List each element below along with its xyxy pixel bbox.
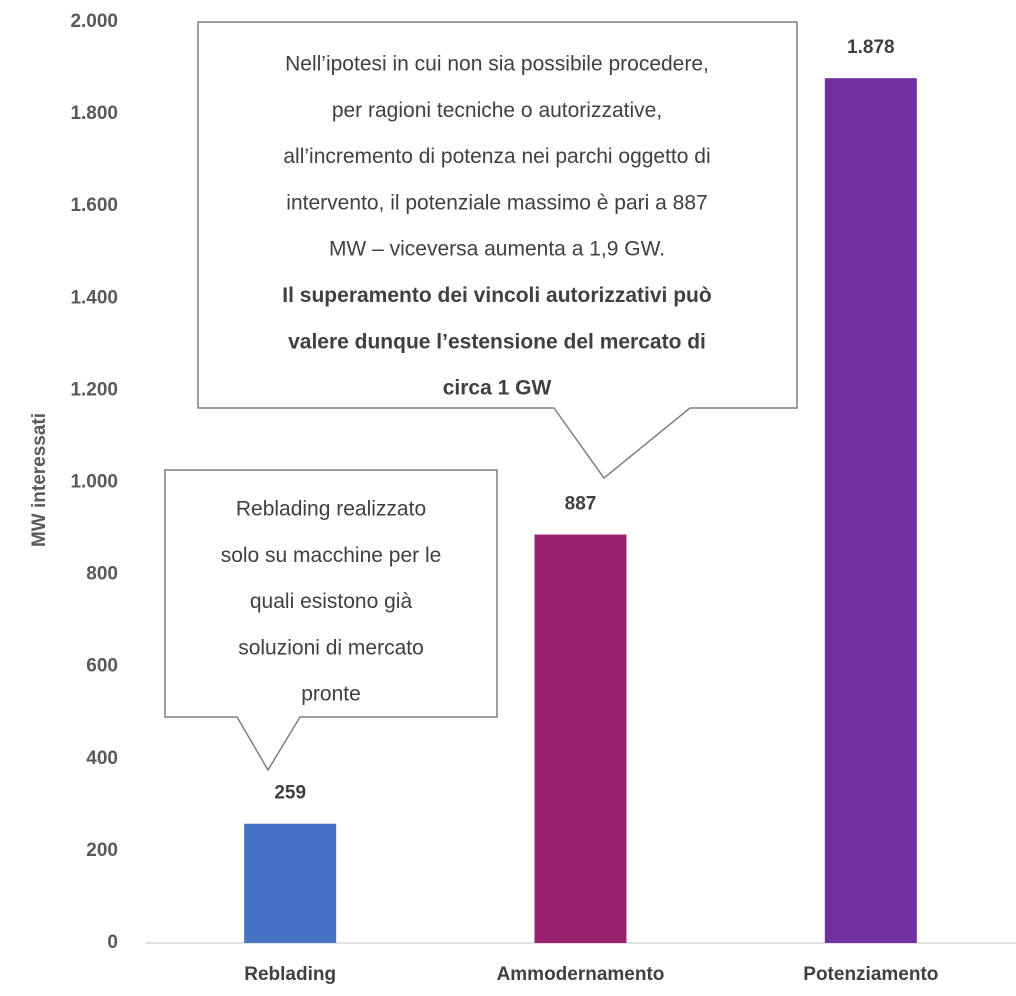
annotation-line: pronte — [301, 683, 361, 706]
annotation-line: intervento, il potenziale massimo è pari… — [286, 191, 707, 214]
annotation-line: quali esistono già — [250, 590, 413, 613]
data-label: 887 — [565, 494, 597, 515]
x-tick-label: Reblading — [244, 964, 336, 985]
y-tick-label: 0 — [107, 932, 118, 953]
y-tick-label: 200 — [86, 840, 118, 861]
x-tick-label: Ammodernamento — [497, 964, 665, 985]
annotation-line: Reblading realizzato — [236, 498, 426, 521]
y-tick-label: 1.800 — [70, 103, 118, 124]
annotation-bold-line: circa 1 GW — [443, 377, 552, 400]
annotation-line: Nell’ipotesi in cui non sia possibile pr… — [285, 53, 709, 76]
callout-box — [164, 469, 498, 772]
annotation-line: MW – viceversa aumenta a 1,9 GW. — [329, 238, 665, 261]
annotation-bold-line: Il superamento dei vincoli autorizzativi… — [282, 284, 711, 307]
annotation-bold-line: valere dunque l’estensione del mercato d… — [288, 330, 706, 353]
annotation-line: all’incremento di potenza nei parchi ogg… — [283, 145, 710, 168]
data-label: 259 — [274, 783, 306, 804]
bar — [824, 78, 917, 943]
y-tick-label: 1.000 — [70, 472, 118, 493]
annotation-line: solo su macchine per le — [221, 544, 442, 567]
annotation-line: per ragioni tecniche o autorizzative, — [332, 99, 662, 122]
y-tick-label: 800 — [86, 564, 118, 585]
y-tick-label: 1.200 — [70, 379, 118, 400]
bar — [534, 534, 627, 943]
data-label: 1.878 — [847, 37, 895, 58]
bar — [244, 823, 337, 943]
y-tick-label: 400 — [86, 748, 118, 769]
annotation-line: soluzioni di mercato — [238, 636, 424, 659]
y-tick-label: 2.000 — [70, 11, 118, 32]
x-tick-label: Potenziamento — [803, 964, 938, 985]
y-axis-title: MW interessati — [29, 413, 50, 547]
callout-box — [197, 21, 798, 480]
y-tick-label: 1.600 — [70, 195, 118, 216]
y-tick-label: 600 — [86, 656, 118, 677]
y-tick-label: 1.400 — [70, 287, 118, 308]
